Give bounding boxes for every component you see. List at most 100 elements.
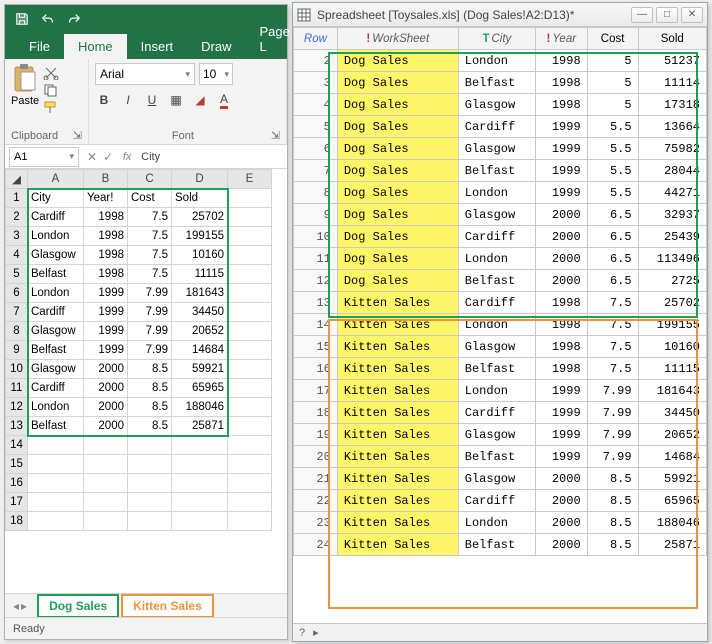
fx-cancel-icon[interactable]: ✕ [87, 150, 97, 164]
cell[interactable]: Sold [172, 189, 228, 208]
cell[interactable]: 2000 [84, 398, 128, 417]
col-header-E[interactable]: E [228, 170, 272, 189]
underline-button[interactable]: U [143, 91, 161, 109]
cell[interactable] [228, 398, 272, 417]
cell[interactable]: 7.5 [128, 265, 172, 284]
cell[interactable]: 1999 [84, 303, 128, 322]
redo-icon[interactable] [67, 12, 81, 26]
col-header-row[interactable]: Row [294, 28, 338, 50]
cell[interactable] [228, 417, 272, 436]
table-row[interactable]: 6 Dog Sales Glasgow 1999 5.5 75982 [294, 138, 707, 160]
col-header-year[interactable]: !Year [535, 28, 587, 50]
col-header-D[interactable]: D [172, 170, 228, 189]
cell[interactable]: 2000 [84, 360, 128, 379]
table-row[interactable]: 3 Dog Sales Belfast 1998 5 11114 [294, 72, 707, 94]
cell[interactable]: 11115 [172, 265, 228, 284]
table-row[interactable]: 18 Kitten Sales Cardiff 1999 7.99 34450 [294, 402, 707, 424]
cell[interactable]: 59921 [172, 360, 228, 379]
row-header[interactable]: 11 [6, 379, 28, 398]
font-dialog-launcher[interactable]: ⇲ [271, 129, 280, 142]
row-header[interactable]: 18 [6, 512, 28, 531]
viewer-body[interactable]: Row !WorkSheet TCity !Year Cost Sold 2 D… [293, 27, 707, 623]
cell[interactable]: London [28, 398, 84, 417]
cell[interactable] [228, 189, 272, 208]
table-row[interactable]: 20 Kitten Sales Belfast 1999 7.99 14684 [294, 446, 707, 468]
cell[interactable] [228, 360, 272, 379]
cell[interactable]: 8.5 [128, 360, 172, 379]
table-row[interactable]: 19 Kitten Sales Glasgow 1999 7.99 20652 [294, 424, 707, 446]
cell[interactable]: 7.99 [128, 303, 172, 322]
tab-insert[interactable]: Insert [127, 34, 188, 59]
font-name-selector[interactable]: Arial▾ [95, 63, 195, 85]
save-icon[interactable] [15, 12, 29, 26]
italic-button[interactable]: I [119, 91, 137, 109]
cell[interactable]: 7.5 [128, 246, 172, 265]
tab-home[interactable]: Home [64, 34, 127, 59]
cell[interactable]: 8.5 [128, 417, 172, 436]
cell[interactable]: 14684 [172, 341, 228, 360]
cell[interactable] [228, 303, 272, 322]
row-header[interactable]: 4 [6, 246, 28, 265]
table-row[interactable]: 17 Kitten Sales London 1999 7.99 181643 [294, 380, 707, 402]
row-header[interactable]: 8 [6, 322, 28, 341]
table-row[interactable]: 4 Dog Sales Glasgow 1998 5 17318 [294, 94, 707, 116]
tab-draw[interactable]: Draw [187, 34, 245, 59]
name-box[interactable]: A1▾ [9, 147, 79, 167]
fx-icon[interactable]: fx [119, 151, 135, 163]
cell[interactable]: City [28, 189, 84, 208]
cell[interactable]: 25871 [172, 417, 228, 436]
cell[interactable]: 1998 [84, 265, 128, 284]
cell[interactable] [28, 455, 84, 474]
table-row[interactable]: 10 Dog Sales Cardiff 2000 6.5 25439 [294, 226, 707, 248]
cell[interactable]: Glasgow [28, 322, 84, 341]
col-header-sold[interactable]: Sold [638, 28, 706, 50]
formula-value[interactable]: City [141, 151, 160, 163]
cell[interactable]: Cost [128, 189, 172, 208]
row-header[interactable]: 17 [6, 493, 28, 512]
row-header[interactable]: 7 [6, 303, 28, 322]
cell[interactable]: London [28, 227, 84, 246]
table-row[interactable]: 9 Dog Sales Glasgow 2000 6.5 32937 [294, 204, 707, 226]
cell[interactable]: 1999 [84, 322, 128, 341]
cell[interactable]: 10160 [172, 246, 228, 265]
table-row[interactable]: 13 Kitten Sales Cardiff 1998 7.5 25702 [294, 292, 707, 314]
clipboard-dialog-launcher[interactable]: ⇲ [73, 129, 82, 142]
cell[interactable] [228, 246, 272, 265]
row-header[interactable]: 14 [6, 436, 28, 455]
cell[interactable]: 7.99 [128, 341, 172, 360]
cell[interactable] [228, 227, 272, 246]
font-color-button[interactable]: A [215, 91, 233, 109]
status-right-chevron-icon[interactable]: ▸ [313, 626, 319, 639]
col-header-C[interactable]: C [128, 170, 172, 189]
cell[interactable]: London [28, 284, 84, 303]
cell[interactable]: 199155 [172, 227, 228, 246]
cell[interactable]: 34450 [172, 303, 228, 322]
cell[interactable] [28, 474, 84, 493]
help-icon[interactable]: ? [299, 627, 305, 639]
cell[interactable]: 20652 [172, 322, 228, 341]
cell[interactable]: Cardiff [28, 208, 84, 227]
worksheet-grid[interactable]: ◢ABCDE1 City Year! Cost Sold 2 Cardiff 1… [5, 169, 287, 549]
table-row[interactable]: 12 Dog Sales Belfast 2000 6.5 2725 [294, 270, 707, 292]
table-row[interactable]: 7 Dog Sales Belfast 1999 5.5 28044 [294, 160, 707, 182]
row-header[interactable]: 10 [6, 360, 28, 379]
close-button[interactable]: ✕ [681, 7, 703, 23]
row-header[interactable]: 15 [6, 455, 28, 474]
cell[interactable] [228, 341, 272, 360]
table-row[interactable]: 22 Kitten Sales Cardiff 2000 8.5 65965 [294, 490, 707, 512]
row-header[interactable]: 9 [6, 341, 28, 360]
cell[interactable] [28, 436, 84, 455]
cell[interactable]: Cardiff [28, 303, 84, 322]
bold-button[interactable]: B [95, 91, 113, 109]
cell[interactable]: 1999 [84, 284, 128, 303]
cell[interactable]: Glasgow [28, 246, 84, 265]
cell[interactable]: Belfast [28, 265, 84, 284]
fill-color-button[interactable]: ◢ [191, 91, 209, 109]
cell[interactable]: 1999 [84, 341, 128, 360]
border-button[interactable]: ▦ [167, 91, 185, 109]
font-size-selector[interactable]: 10▾ [199, 63, 233, 85]
cell[interactable] [228, 284, 272, 303]
cell[interactable]: 188046 [172, 398, 228, 417]
sheet-tab-kitten-sales[interactable]: Kitten Sales [121, 594, 214, 618]
table-row[interactable]: 23 Kitten Sales London 2000 8.5 188046 [294, 512, 707, 534]
